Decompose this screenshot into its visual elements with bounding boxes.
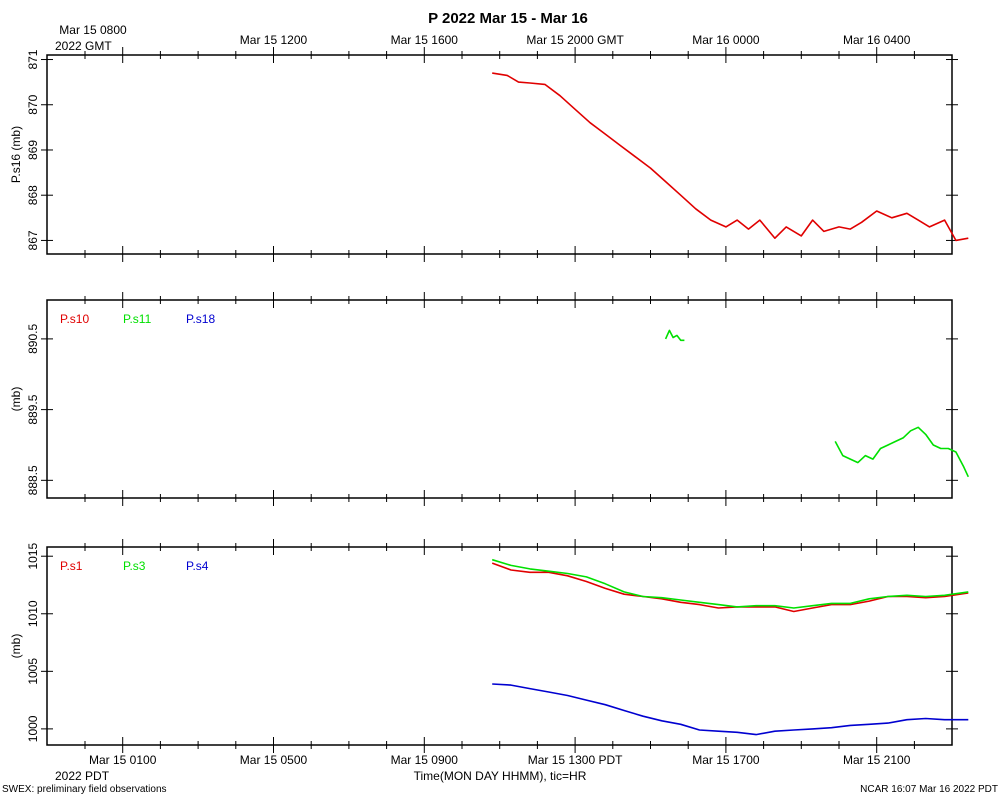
top-axis-labels: Mar 15 0800 Mar 15 1200 Mar 15 1600 Mar 15 … — [59, 23, 910, 47]
top-axis-year-label: 2022 GMT — [55, 39, 112, 53]
y-tick-label: 889.5 — [26, 394, 40, 424]
top-axis-tick-label: Mar 16 0000 — [692, 33, 760, 47]
y-axis-label: (mb) — [9, 634, 23, 659]
series-line-P.s11 — [834, 426, 970, 478]
y-tick-label: 1010 — [26, 600, 40, 627]
y-tick-label: 1000 — [26, 715, 40, 742]
legend-entry-P.s18: P.s18 — [186, 312, 215, 326]
bottom-axis-tick-label: Mar 15 0900 — [391, 753, 459, 767]
series-line-P.s3 — [491, 558, 969, 609]
series-line-P.s16 — [492, 72, 969, 242]
top-axis-tick-label: Mar 15 0800 — [59, 23, 127, 37]
bottom-axis-tick-label: Mar 15 1300 PDT — [528, 753, 623, 767]
y-tick-label: 871 — [26, 49, 40, 69]
series-line-P.s4 — [492, 683, 969, 736]
legend-entry-P.s3: P.s3 — [123, 559, 146, 573]
bottom-axis-tick-label: Mar 15 0100 — [89, 753, 157, 767]
y-axis-label: P.s16 (mb) — [9, 126, 23, 183]
bottom-axis-labels: Mar 15 0100 Mar 15 0500 Mar 15 0900 Mar 15 … — [89, 753, 911, 767]
y-tick-label: 867 — [26, 230, 40, 250]
bottom-axis-tick-label: Mar 15 0500 — [240, 753, 308, 767]
y-tick-label: 1015 — [26, 543, 40, 570]
panel-frame — [46, 546, 953, 746]
y-tick-label: 890.5 — [26, 324, 40, 354]
x-axis-label: Time(MON DAY HHMM), tic=HR — [414, 769, 587, 783]
bottom-axis-year-label: 2022 PDT — [55, 769, 110, 783]
top-axis-tick-label: Mar 15 2000 GMT — [526, 33, 624, 47]
y-tick-label: 870 — [26, 94, 40, 114]
series-line-P.s1 — [491, 562, 969, 613]
y-tick-label: 868 — [26, 185, 40, 205]
y-tick-label: 888.5 — [26, 465, 40, 495]
top-axis-tick-label: Mar 15 1200 — [240, 33, 308, 47]
y-tick-label: 869 — [26, 140, 40, 160]
bottom-axis-tick-label: Mar 15 2100 — [843, 753, 911, 767]
chart-title: P 2022 Mar 15 - Mar 16 — [428, 10, 588, 27]
panel-frame — [46, 299, 953, 499]
plot-panels: 871 870 869 868 867 P.s16 (mb) 890.5 889.5 888.5… — [9, 47, 970, 753]
legend-entry-P.s11: P.s11 — [123, 312, 152, 326]
bottom-axis-tick-label: Mar 15 1700 — [692, 753, 760, 767]
legend-entry-P.s10: P.s10 — [60, 312, 89, 326]
footer-right-note: NCAR 16:07 Mar 16 2022 PDT — [860, 784, 998, 795]
panel-2: 890.5 889.5 888.5 (mb) P.s10 P.s11 P.s18 — [9, 292, 970, 506]
panel-3: 1015 1010 1005 1000 (mb) P.s1 P.s3 P.s4 — [9, 539, 969, 753]
y-tick-label: 1005 — [26, 658, 40, 685]
panel-1: 871 870 869 868 867 P.s16 (mb) — [9, 47, 969, 262]
footer-left-note: SWEX: preliminary field observations — [2, 784, 167, 795]
y-axis-label: (mb) — [9, 387, 23, 412]
legend-entry-P.s1: P.s1 — [60, 559, 83, 573]
top-axis-tick-label: Mar 15 1600 — [391, 33, 459, 47]
legend-entry-P.s4: P.s4 — [186, 559, 209, 573]
top-axis-tick-label: Mar 16 0400 — [843, 33, 911, 47]
series-line-P.s11 — [664, 329, 685, 342]
